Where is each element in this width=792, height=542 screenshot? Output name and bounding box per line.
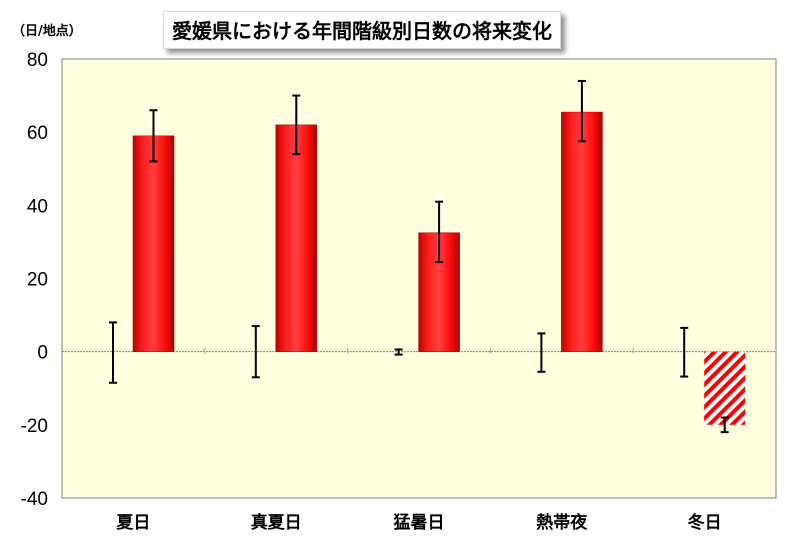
bar-5 bbox=[704, 351, 746, 425]
y-tick-label: 80 bbox=[27, 50, 48, 71]
x-tick-label: 夏日 bbox=[116, 513, 150, 533]
y-tick-label: -20 bbox=[21, 416, 48, 437]
bar-2 bbox=[275, 124, 318, 352]
x-tick-label: 冬日 bbox=[688, 512, 722, 533]
chart-title: 愛媛県における年間階級別日数の将来変化 bbox=[163, 11, 561, 49]
bar-4 bbox=[561, 111, 603, 352]
bar-1 bbox=[132, 135, 175, 352]
x-tick-label: 真夏日 bbox=[251, 512, 302, 533]
y-tick-label: 60 bbox=[27, 123, 48, 144]
plot-area bbox=[61, 58, 777, 499]
y-tick-label: 20 bbox=[27, 270, 48, 291]
y-tick-label: 0 bbox=[37, 343, 48, 364]
y-axis-unit-label: （日/地点） bbox=[12, 24, 82, 39]
y-tick-label: 40 bbox=[27, 196, 48, 217]
x-tick-label: 猛暑日 bbox=[393, 512, 445, 533]
x-tick-label: 熱帯夜 bbox=[536, 512, 588, 533]
y-tick-label: -40 bbox=[21, 489, 48, 510]
